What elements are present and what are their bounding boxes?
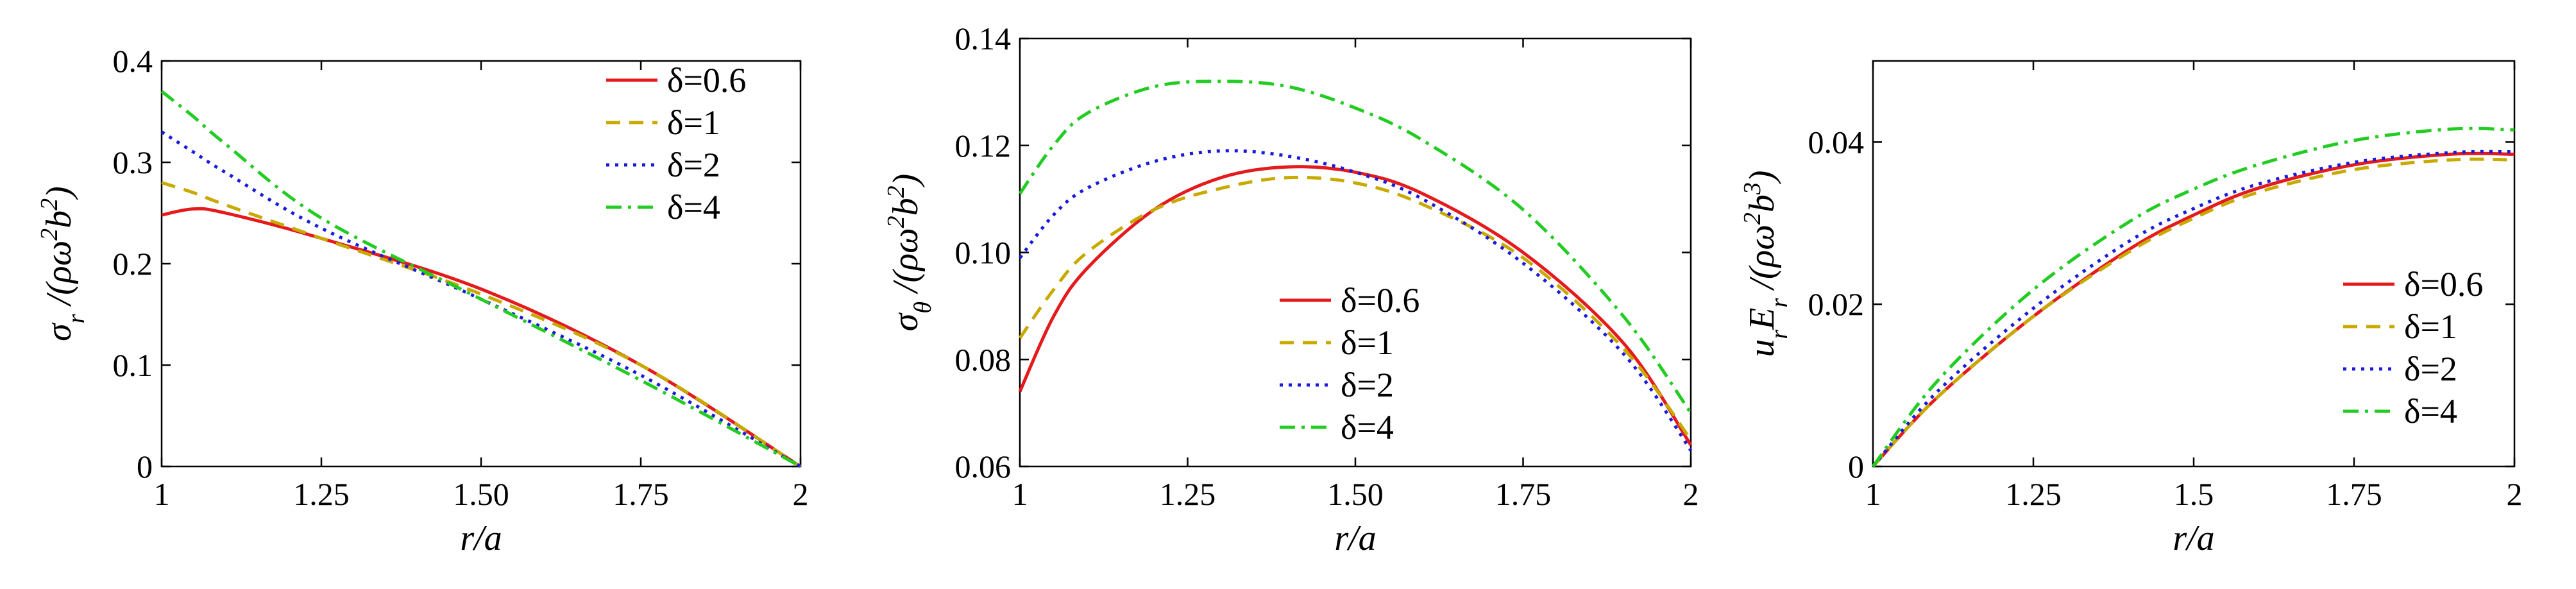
y-tick-label: 0.04 [1808,124,1865,160]
y-tick-label: 0.08 [955,341,1012,377]
legend-label: δ=1 [2404,307,2457,346]
x-tick-label: 2 [2507,476,2523,512]
y-tick-label: 0.2 [113,246,153,282]
y-axis-label: urEr /(ρω2b3) [1739,170,1793,357]
series-line-1 [161,181,802,468]
y-axis-label: σr /(ρω2b2) [36,186,90,341]
legend-label: δ=2 [2404,350,2457,388]
chart-panel-displacement: 1 1.25 1.5 1.75 2 0 0.02 0.04 r/a urEr /(ρω2b3) δ=… [1739,60,2523,558]
x-axis-label: r/a [460,518,502,558]
series-line-3 [1018,80,1693,414]
series-line-2 [160,130,802,468]
x-axis-label: r/a [2173,518,2214,558]
x-tick-label: 1.25 [2005,476,2062,512]
y-tick-label: 0 [1848,448,1864,484]
legend-label: δ=2 [667,146,720,184]
y-tick-label: 0.14 [955,21,1012,56]
series-line-3 [160,90,802,468]
legend-label: δ=1 [667,103,720,142]
y-tick-label: 0 [137,448,153,484]
x-tick-label: 1.75 [1495,476,1552,512]
x-tick-label: 1 [1865,476,1881,512]
x-tick-label: 1.75 [2326,476,2382,512]
series-line-3 [1872,126,2515,468]
x-tick-label: 1.25 [293,476,350,512]
legend-label: δ=0.6 [1341,281,1419,320]
series-line-1 [1018,175,1693,441]
legend-label: δ=4 [2404,392,2457,431]
y-tick-label: 0.3 [113,144,153,180]
y-tick-label: 0.12 [955,128,1012,164]
y-tick-label: 0.1 [113,347,153,383]
legend-label: δ=0.6 [667,61,746,99]
x-tick-label: 1.75 [613,476,669,512]
legend-label: δ=2 [1341,366,1394,404]
legend-label: δ=0.6 [2404,265,2483,303]
series-line-1 [1872,157,2515,468]
chart-panel-sigma-r: 1 1.25 1.50 1.75 2 0 0.1 0.2 0.3 0.4 r/a σr /(ρω2b2… [36,43,809,558]
y-tick-label: 0.4 [113,43,153,79]
x-tick-label: 2 [793,476,809,512]
y-tick-label: 0.02 [1808,286,1865,322]
x-tick-label: 2 [1683,476,1699,512]
series-line-0 [161,207,802,468]
x-tick-label: 1 [154,476,170,512]
x-tick-label: 1 [1012,476,1028,512]
x-axis-label: r/a [1334,518,1376,558]
y-tick-label: 0.10 [955,235,1012,271]
series-line-0 [1018,165,1693,447]
x-tick-label: 1.25 [1160,476,1216,512]
legend-label: δ=4 [1341,408,1394,447]
x-tick-label: 1.50 [453,476,509,512]
chart-panel-sigma-theta: 1 1.25 1.50 1.75 2 0.06 0.08 0.10 0.12 0.14 r/a σθ … [883,21,1699,558]
legend-label: δ=4 [667,188,720,226]
series-line-2 [1872,149,2515,468]
x-tick-label: 1.50 [1327,476,1384,512]
y-tick-label: 0.06 [955,448,1012,484]
x-tick-label: 1.5 [2174,476,2214,512]
legend-label: δ=1 [1341,323,1394,362]
y-axis-label: σθ /(ρω2b2) [883,174,936,332]
